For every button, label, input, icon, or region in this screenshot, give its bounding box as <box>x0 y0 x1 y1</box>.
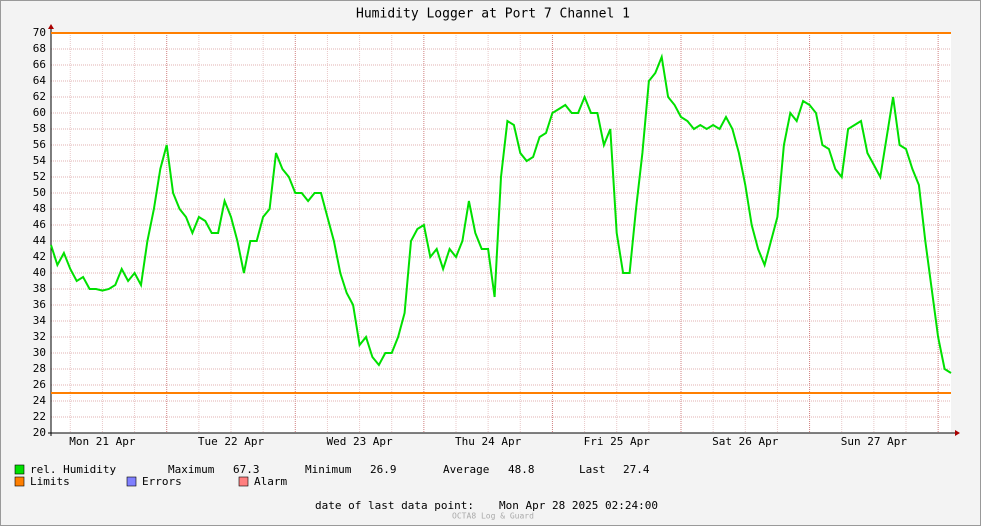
legend-label: rel. Humidity <box>30 463 116 476</box>
y-tick-label: 38 <box>33 282 46 295</box>
x-axis-arrow <box>955 430 960 436</box>
y-tick-label: 52 <box>33 170 46 183</box>
x-tick-label: Mon 21 Apr <box>69 435 136 448</box>
stat-label: Average <box>443 463 489 476</box>
legend-label: Limits <box>30 475 70 488</box>
y-tick-label: 46 <box>33 218 46 231</box>
chart-title: Humidity Logger at Port 7 Channel 1 <box>356 7 630 22</box>
y-tick-label: 26 <box>33 378 46 391</box>
y-tick-label: 20 <box>33 426 46 439</box>
legend-swatch <box>14 464 25 475</box>
y-axis-arrow <box>48 24 54 29</box>
x-tick-label: Sat 26 Apr <box>712 435 779 448</box>
stat-value: 48.8 <box>508 463 535 476</box>
watermark: OCTA8 Log & Guard <box>452 512 534 521</box>
y-tick-label: 42 <box>33 250 46 263</box>
y-tick-label: 40 <box>33 266 46 279</box>
y-tick-label: 68 <box>33 42 46 55</box>
x-tick-label: Tue 22 Apr <box>198 435 265 448</box>
stat-value: 27.4 <box>623 463 650 476</box>
footer-value: Mon Apr 28 2025 02:24:00 <box>499 499 658 512</box>
stat-label: Minimum <box>305 463 352 476</box>
y-tick-label: 66 <box>33 58 46 71</box>
y-tick-label: 34 <box>33 314 47 327</box>
x-tick-label: Sun 27 Apr <box>841 435 908 448</box>
stat-label: Last <box>579 463 606 476</box>
y-tick-label: 24 <box>33 394 47 407</box>
stat-label: Maximum <box>168 463 215 476</box>
y-tick-label: 70 <box>33 26 46 39</box>
y-tick-label: 44 <box>33 234 47 247</box>
y-tick-label: 62 <box>33 90 46 103</box>
stat-value: 26.9 <box>370 463 397 476</box>
legend-swatch <box>238 476 249 487</box>
y-tick-label: 60 <box>33 106 46 119</box>
y-tick-label: 56 <box>33 138 46 151</box>
legend-label: Alarm <box>254 475 287 488</box>
y-tick-label: 36 <box>33 298 46 311</box>
y-tick-label: 50 <box>33 186 46 199</box>
stat-value: 67.3 <box>233 463 260 476</box>
y-tick-label: 64 <box>33 74 47 87</box>
x-tick-label: Wed 23 Apr <box>326 435 393 448</box>
y-tick-label: 54 <box>33 154 47 167</box>
y-tick-label: 28 <box>33 362 46 375</box>
legend-swatch <box>14 476 25 487</box>
x-tick-label: Fri 25 Apr <box>584 435 651 448</box>
legend-swatch <box>126 476 137 487</box>
y-tick-label: 58 <box>33 122 46 135</box>
footer-label: date of last data point: <box>315 499 474 512</box>
plot-area <box>51 33 951 433</box>
y-tick-label: 30 <box>33 346 46 359</box>
y-tick-label: 22 <box>33 410 46 423</box>
y-tick-label: 48 <box>33 202 46 215</box>
legend-label: Errors <box>142 475 182 488</box>
y-tick-label: 32 <box>33 330 46 343</box>
data-line <box>50 53 952 374</box>
x-tick-label: Thu 24 Apr <box>455 435 522 448</box>
